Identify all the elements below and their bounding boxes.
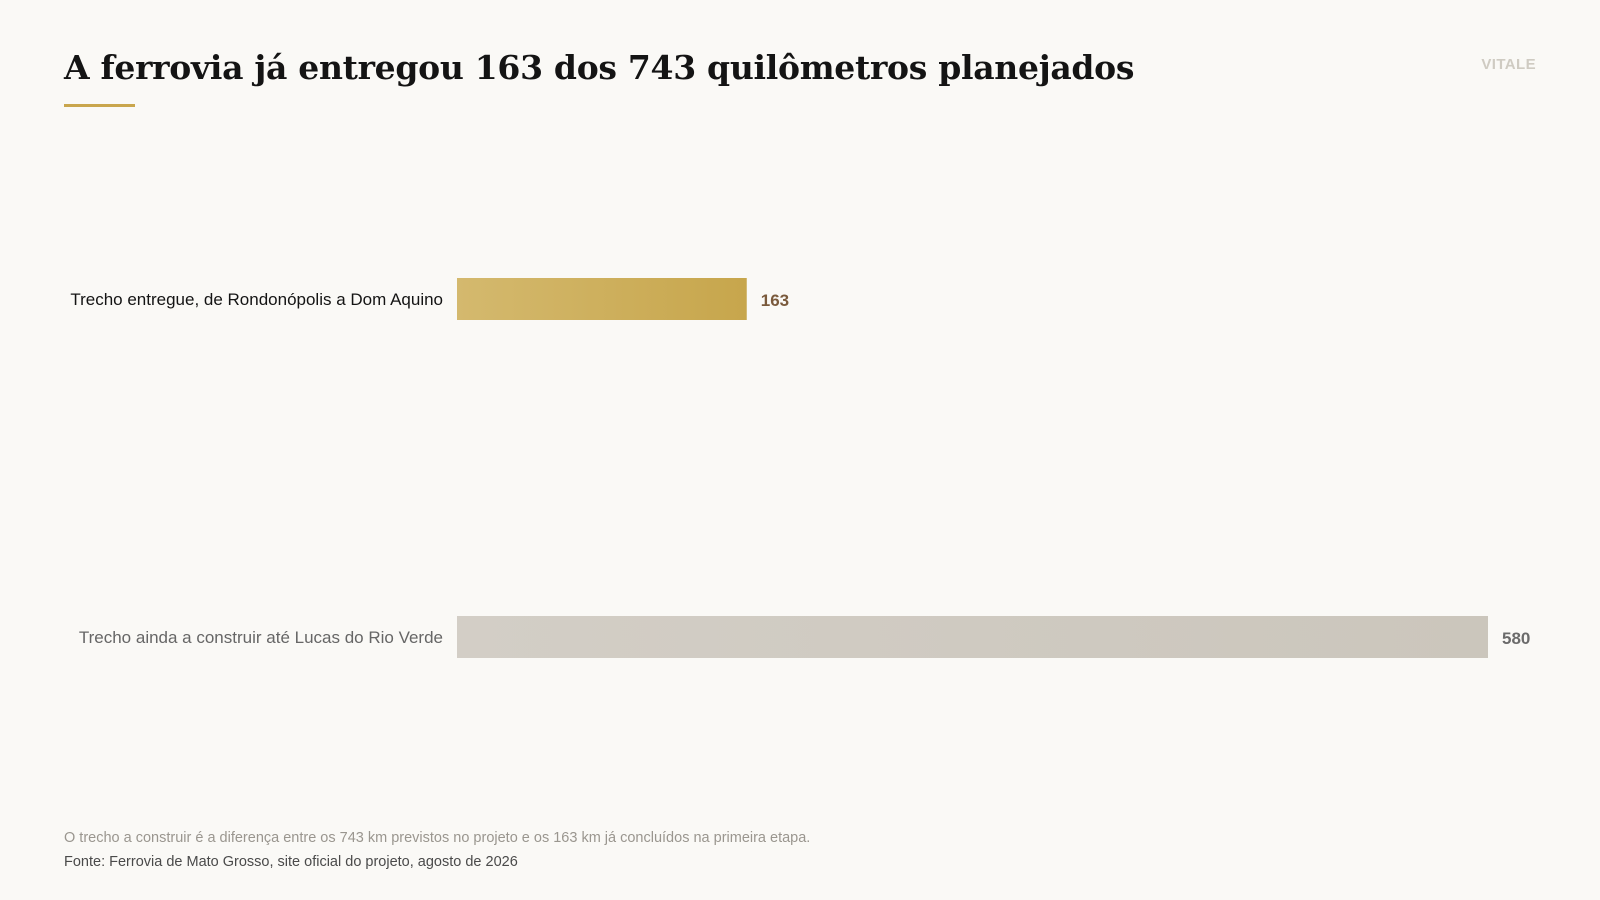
brand-logo: VITALE: [1481, 56, 1536, 73]
value-label-1: 580: [1502, 629, 1530, 648]
category-label-0: Trecho entregue, de Rondonópolis a Dom A…: [70, 290, 443, 309]
value-label-0: 163: [761, 291, 789, 310]
category-label-1: Trecho ainda a construir até Lucas do Ri…: [79, 628, 443, 647]
chart-source: Fonte: Ferrovia de Mato Grosso, site ofi…: [64, 854, 518, 870]
chart-title: A ferrovia já entregou 163 dos 743 quilô…: [64, 48, 1135, 87]
chart-note: O trecho a construir é a diferença entre…: [64, 830, 811, 846]
title-underline: [64, 104, 135, 107]
bar-0: [457, 278, 747, 320]
bar-1: [457, 616, 1488, 658]
